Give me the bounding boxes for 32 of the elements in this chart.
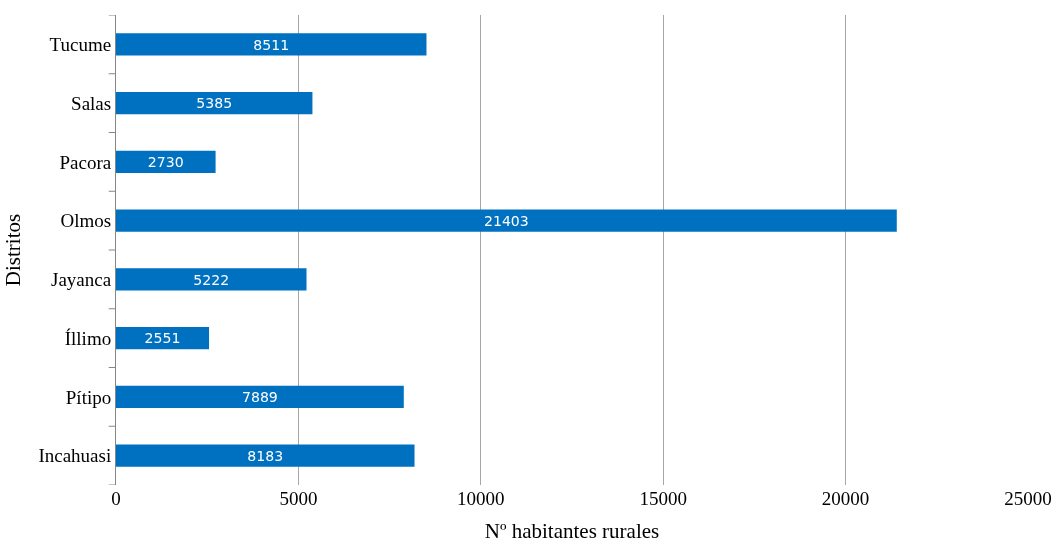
bar <box>116 268 307 291</box>
bar <box>116 444 415 467</box>
y-axis-title: Distritos <box>0 213 25 287</box>
data-label: 2551 <box>144 330 181 347</box>
y-tick-label: Pacora <box>59 151 112 173</box>
x-tick-label: 5000 <box>279 488 318 509</box>
bar <box>116 91 313 115</box>
data-label: 2730 <box>147 154 184 171</box>
y-tick-label: Incahuasi <box>38 445 112 467</box>
y-tick-label: Salas <box>71 92 112 114</box>
data-label: 8183 <box>247 447 284 464</box>
y-tick-label: Pítipo <box>65 386 112 408</box>
y-tick-label: Íllimo <box>64 327 112 349</box>
data-label: 5385 <box>196 95 233 112</box>
data-label: 21403 <box>483 212 529 229</box>
bar <box>116 385 404 409</box>
bar <box>116 150 216 174</box>
x-tick-label: 20000 <box>821 488 870 509</box>
y-tick-label: Olmos <box>60 210 112 232</box>
x-tick-label: 0 <box>111 488 121 509</box>
data-label: 8511 <box>253 36 290 53</box>
x-axis-title: Nº habitantes rurales <box>484 519 660 544</box>
y-tick-label: Jayanca <box>51 269 112 291</box>
bar <box>116 209 897 232</box>
y-tick-label: Tucume <box>49 34 112 56</box>
x-tick-label: 15000 <box>639 488 687 509</box>
data-label: 7889 <box>241 389 278 406</box>
bar <box>116 326 210 350</box>
x-tick-label: 10000 <box>457 488 505 509</box>
data-label: 5222 <box>193 271 230 288</box>
bar <box>116 33 427 56</box>
x-tick-label: 25000 <box>1004 488 1052 509</box>
